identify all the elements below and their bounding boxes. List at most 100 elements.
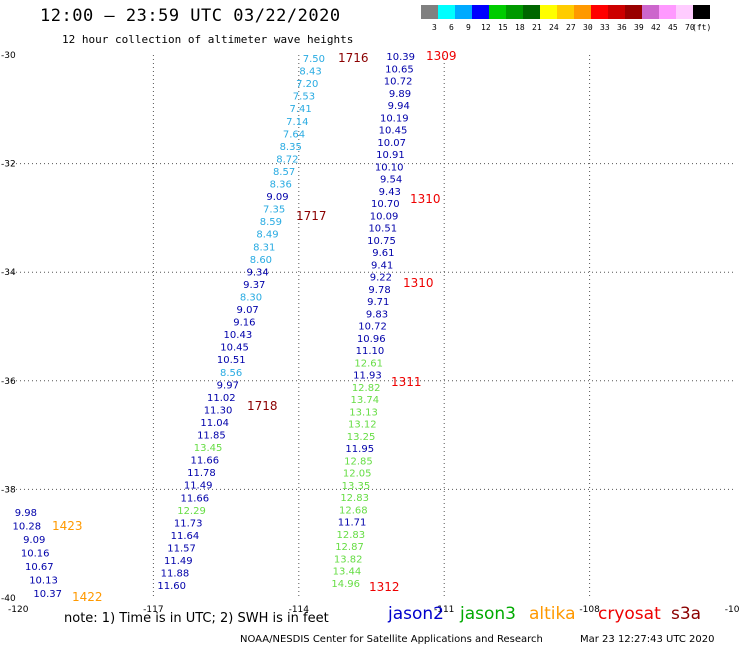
lon-tick-label: -111 — [434, 605, 454, 615]
pass-time-label: 1311 — [391, 375, 422, 389]
pass-time-label: 1718 — [247, 399, 278, 413]
legend-label: 9 — [466, 23, 471, 32]
legend-label: 39 — [634, 23, 644, 32]
swh-value-track-b: 11.93 — [353, 371, 382, 382]
pass-time-label: 1423 — [52, 519, 83, 533]
swh-value-track-b: 12.83 — [336, 530, 365, 541]
swh-value-track-b: 9.89 — [389, 89, 411, 100]
legend-label: 6 — [449, 23, 454, 32]
swh-value-track-a: 12.29 — [177, 506, 206, 517]
lat-tick-label: -30 — [1, 51, 16, 61]
swh-value-track-b: 13.82 — [334, 554, 363, 565]
swh-value-track-b: 10.65 — [385, 64, 414, 75]
swh-value-track-c: 10.13 — [29, 576, 58, 587]
credit-text: NOAA/NESDIS Center for Satellite Applica… — [240, 634, 543, 645]
swh-value-track-b: 10.72 — [358, 322, 387, 333]
pass-time-label: 1422 — [72, 590, 103, 604]
swh-value-track-c: 9.09 — [23, 535, 45, 546]
swh-value-track-a: 7.14 — [286, 117, 308, 128]
lat-tick-label: -36 — [1, 377, 16, 387]
swh-value-track-b: 10.09 — [370, 211, 399, 222]
legend-swatch — [676, 5, 693, 19]
swh-value-track-a: 7.50 — [303, 54, 325, 65]
swh-value-track-b: 11.71 — [338, 518, 367, 529]
timestamp-text: Mar 23 12:27:43 UTC 2020 — [580, 634, 715, 645]
legend-swatch — [693, 5, 710, 19]
lon-tick-label: -114 — [289, 605, 310, 615]
swh-value-track-b: 9.78 — [368, 285, 390, 296]
legend-label: 18 — [515, 23, 525, 32]
swh-value-track-a: 8.56 — [220, 368, 242, 379]
legend-swatch — [489, 5, 506, 19]
swh-value-track-b: 12.82 — [352, 383, 381, 394]
pass-time-label: 1312 — [369, 580, 400, 594]
swh-value-track-a: 8.49 — [256, 230, 278, 241]
legend-swatch — [642, 5, 659, 19]
swh-value-track-a: 11.04 — [200, 418, 229, 429]
lat-tick-label: -34 — [1, 268, 16, 278]
legend-label: 33 — [600, 23, 610, 32]
swh-value-track-b: 12.87 — [335, 542, 364, 553]
swh-value-track-b: 9.22 — [370, 273, 392, 284]
legend-swatch — [557, 5, 574, 19]
legend-label: 30 — [583, 23, 593, 32]
page-title: 12:00 – 23:59 UTC 03/22/2020 — [40, 6, 341, 26]
swh-value-track-b: 11.95 — [345, 444, 374, 455]
swh-value-track-b: 13.44 — [333, 567, 362, 578]
swh-value-track-b: 12.83 — [340, 493, 369, 504]
legend-label: 21 — [532, 23, 542, 32]
swh-value-track-b: 13.35 — [342, 481, 371, 492]
swh-value-track-a: 7.41 — [289, 104, 311, 115]
satellite-name-cryosat: cryosat — [598, 604, 661, 624]
swh-value-track-b: 9.54 — [380, 175, 402, 186]
swh-value-track-a: 9.37 — [243, 280, 265, 291]
swh-value-track-b: 12.68 — [339, 505, 368, 516]
legend-swatch — [659, 5, 676, 19]
swh-value-track-a: 13.45 — [194, 443, 223, 454]
swh-value-track-b: 9.61 — [372, 248, 394, 259]
lon-tick-label: -105 — [725, 605, 740, 615]
swh-value-track-a: 11.88 — [161, 569, 190, 580]
swh-value-track-a: 11.57 — [167, 543, 196, 554]
swh-value-track-b: 10.75 — [367, 236, 396, 247]
swh-value-track-b: 10.39 — [386, 52, 415, 63]
swh-value-track-a: 9.07 — [237, 305, 259, 316]
swh-value-track-c: 10.28 — [13, 522, 42, 533]
swh-value-track-a: 8.72 — [276, 154, 298, 165]
legend-swatch — [591, 5, 608, 19]
pass-time-label: 1309 — [426, 49, 457, 63]
swh-value-track-b: 10.07 — [377, 138, 406, 149]
swh-value-track-b: 10.96 — [357, 334, 386, 345]
swh-value-track-a: 9.34 — [246, 267, 268, 278]
swh-value-track-a: 9.09 — [266, 192, 288, 203]
swh-value-track-c: 10.37 — [33, 589, 62, 600]
swh-value-track-b: 12.61 — [354, 358, 383, 369]
legend-unit: (ft) — [692, 23, 712, 32]
swh-value-track-a: 11.60 — [157, 581, 186, 592]
swh-value-track-b: 10.45 — [379, 126, 408, 137]
swh-value-track-a: 8.36 — [270, 180, 292, 191]
legend-swatch — [608, 5, 625, 19]
swh-value-track-b: 12.05 — [343, 469, 372, 480]
swh-value-track-b: 9.94 — [388, 101, 410, 112]
swh-value-track-b: 9.43 — [379, 187, 401, 198]
swh-value-track-c: 10.67 — [25, 562, 54, 573]
satellite-name-altika: altika — [529, 604, 576, 624]
swh-value-track-a: 11.85 — [197, 431, 226, 442]
swh-value-track-b: 10.72 — [384, 77, 413, 88]
swh-value-track-a: 11.73 — [174, 518, 203, 529]
swh-value-track-a: 10.51 — [217, 355, 246, 366]
legend-label: 36 — [617, 23, 627, 32]
swh-value-track-a: 7.53 — [293, 92, 315, 103]
swh-value-track-a: 11.66 — [190, 456, 219, 467]
swh-value-track-b: 10.91 — [376, 150, 405, 161]
page-subtitle: 12 hour collection of altimeter wave hei… — [62, 33, 354, 46]
lon-tick-label: -117 — [143, 605, 163, 615]
pass-time-label: 1310 — [403, 276, 434, 290]
pass-time-label: 1716 — [338, 51, 369, 65]
legend-swatch — [421, 5, 438, 19]
swh-value-track-a: 10.45 — [220, 343, 249, 354]
swh-value-track-a: 11.49 — [184, 481, 213, 492]
legend-label: 3 — [432, 23, 437, 32]
